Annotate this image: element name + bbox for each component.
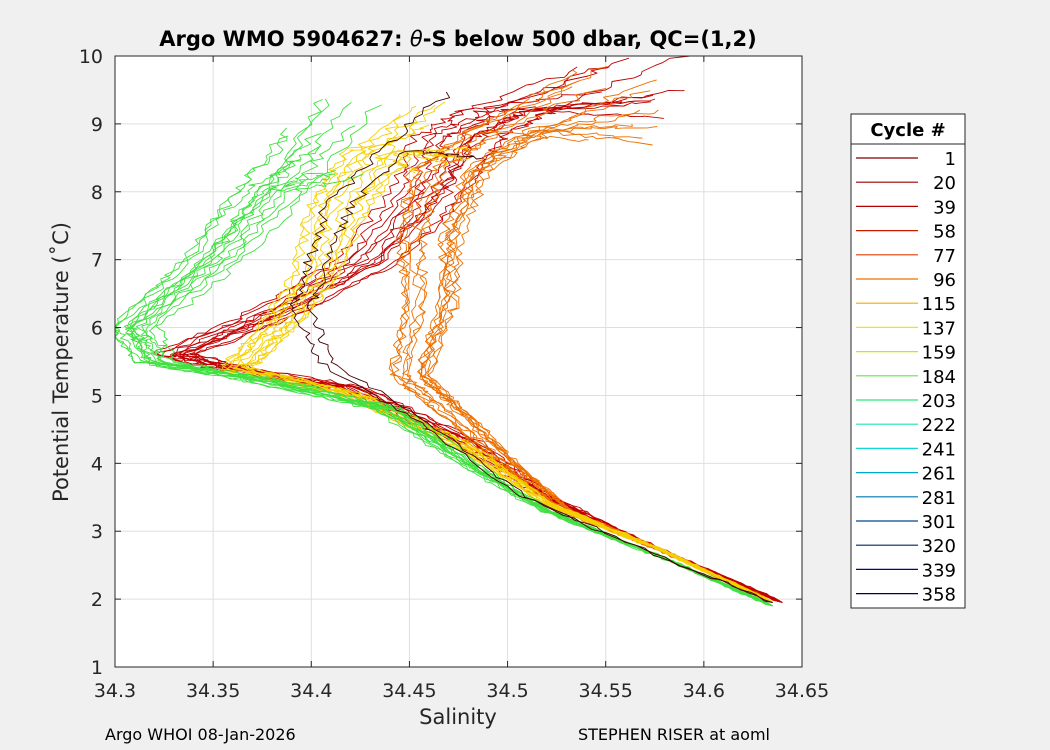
y-axis-label: Potential Temperature (˚C) [49,222,73,502]
x-tick-label: 34.35 [186,680,240,702]
legend: Cycle # 1 20 39 58 77 96 115 137 159 184 203 222 241… [850,113,966,609]
y-tick-label: 5 [91,385,103,407]
y-tick-label: 8 [91,182,103,204]
chart-title: Argo WMO 5904627: θ-S below 500 dbar, QC… [159,27,756,51]
profile-line [221,113,773,603]
profile-line [169,104,783,603]
legend-entry-label: 281 [922,488,956,509]
profile-line [129,99,773,607]
data-lines [114,55,783,607]
plot-frame [114,55,803,668]
y-tick-label: 9 [91,114,103,136]
legend-entry-label: 39 [933,197,956,218]
footer-left: Argo WHOI 08-Jan-2026 [105,725,296,744]
legend-box [850,113,966,609]
y-tick-label: 4 [91,453,103,475]
legend-entry-label: 115 [922,294,956,315]
y-tick-label: 2 [91,589,103,611]
footer-right: STEPHEN RISER at aoml [578,725,770,744]
legend-entry-label: 137 [922,318,956,339]
legend-entry-label: 358 [922,585,956,606]
profile-line [229,105,773,603]
legend-entry-label: 159 [922,343,956,364]
y-tick-label: 10 [79,46,103,68]
legend-entry-label: 58 [933,222,956,243]
legend-entry-label: 1 [945,149,956,170]
legend-entry-label: 203 [922,391,956,412]
x-tick-label: 34.3 [94,680,136,702]
legend-entry-label: 320 [922,536,956,557]
profile-line [307,150,773,603]
profile-line [250,150,773,603]
legend-entry-label: 184 [922,367,956,388]
x-axis-label: Salinity [419,705,497,729]
profile-line [182,98,783,603]
legend-entry-label: 96 [933,270,956,291]
y-tick-label: 1 [91,657,103,679]
legend-entry-label: 20 [933,173,956,194]
legend-entry-label: 77 [933,246,956,267]
legend-entry-label: 241 [922,439,956,460]
y-tick-label: 6 [91,318,103,340]
y-tick-label: 7 [91,250,103,272]
x-tick-label: 34.55 [579,680,633,702]
x-tick-label: 34.65 [775,680,829,702]
legend-title: Cycle # [870,120,945,141]
legend-entry-label: 261 [922,464,956,485]
x-tick-label: 34.6 [683,680,725,702]
profile-line [130,98,773,607]
legend-entry-label: 222 [922,415,956,436]
y-tick-label: 3 [91,521,103,543]
ticks: 34.3 34.35 34.4 34.45 34.5 34.55 34.6 34.65 1 2 3 4… [79,46,829,702]
profile-line [179,101,783,603]
profile-line [245,149,773,603]
x-tick-label: 34.4 [290,680,332,702]
legend-entry-label: 339 [922,560,956,581]
x-tick-label: 34.45 [382,680,436,702]
profile-line [222,139,773,603]
profile-line [289,91,773,603]
legend-entry-label: 301 [922,512,956,533]
x-tick-label: 34.5 [486,680,528,702]
profile-line [148,173,773,607]
